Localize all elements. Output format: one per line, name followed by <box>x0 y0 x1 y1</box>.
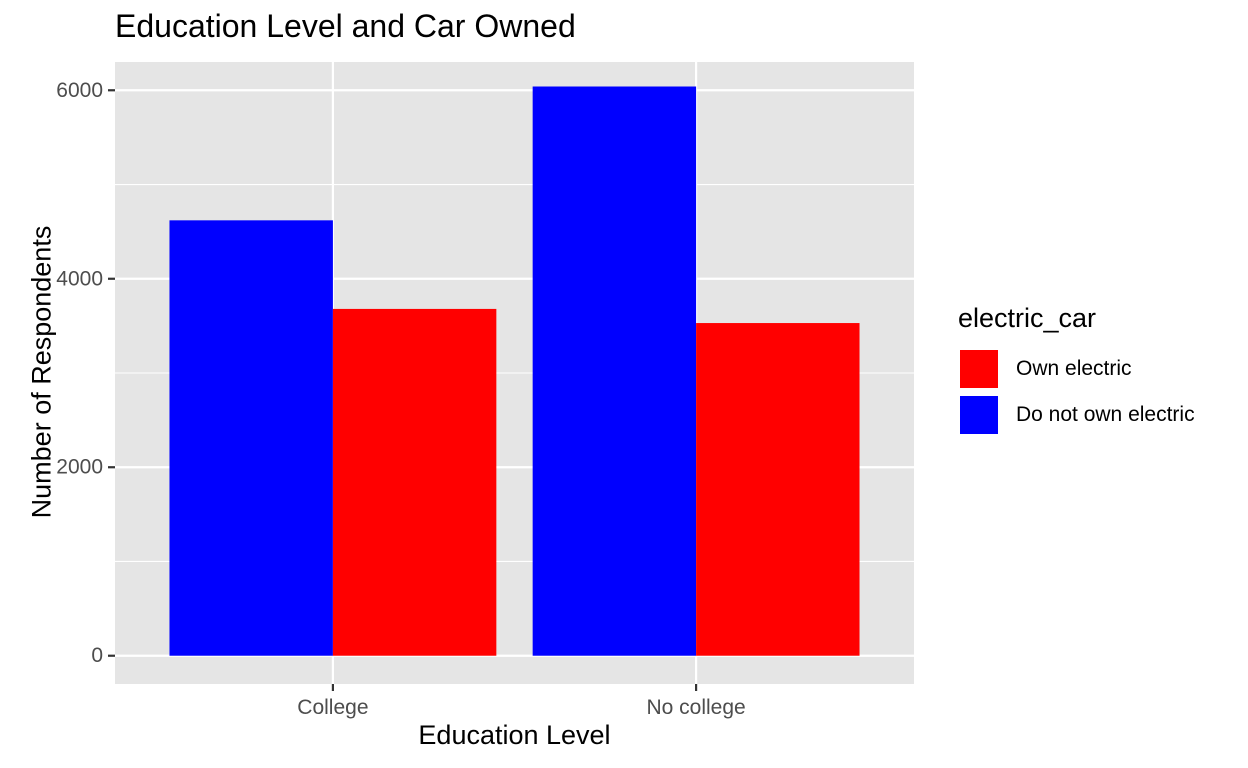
legend-swatch-own-electric <box>958 348 1000 390</box>
legend-item-own-electric: Own electric <box>958 346 1195 392</box>
bar-no-college-own-electric <box>696 323 860 656</box>
bar-no-college-do-not-own-electric <box>532 86 697 656</box>
y-tick-label: 4000 <box>56 267 103 290</box>
legend: electric_car Own electric Do not own ele… <box>958 303 1195 438</box>
legend-item-do-not-own-electric: Do not own electric <box>958 392 1195 438</box>
x-axis-title: Education Level <box>418 720 611 750</box>
legend-label-own-electric: Own electric <box>1016 357 1132 380</box>
y-tick-label: 2000 <box>56 456 103 479</box>
x-tick-label: College <box>297 696 368 719</box>
chart-title: Education Level and Car Owned <box>115 8 576 44</box>
y-axis: 0 2000 4000 6000 <box>56 79 115 667</box>
y-tick-label: 6000 <box>56 79 103 102</box>
y-axis-title: Number of Respondents <box>26 225 57 519</box>
bar-college-own-electric <box>332 308 497 656</box>
bar-college-do-not-own-electric <box>169 220 333 656</box>
y-tick-label: 0 <box>91 644 103 667</box>
bars <box>169 86 860 656</box>
x-tick-label: No college <box>646 696 745 719</box>
x-axis: College No college <box>297 684 746 719</box>
legend-title: electric_car <box>958 303 1097 333</box>
legend-swatch-do-not-own-electric <box>958 394 1000 436</box>
legend-label-do-not-own-electric: Do not own electric <box>1016 403 1195 426</box>
